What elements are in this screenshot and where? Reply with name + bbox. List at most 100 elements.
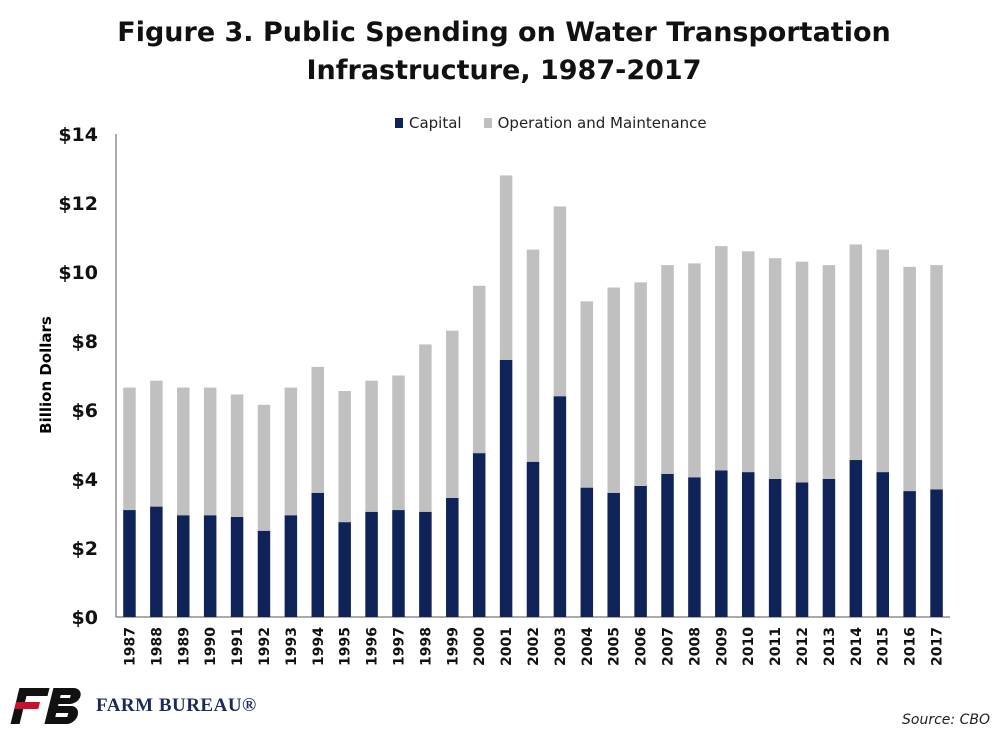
x-tick-label: 2002 [526, 627, 542, 666]
x-tick-label: 2014 [849, 627, 865, 666]
bar-operation-maintenance [849, 244, 863, 461]
x-tick-label: 1991 [230, 627, 246, 666]
bar-capital [499, 359, 513, 617]
bar-capital [553, 396, 567, 617]
bar-capital [849, 460, 863, 617]
bar-capital [688, 477, 701, 617]
bar-operation-maintenance [311, 366, 325, 493]
bar-capital [876, 472, 889, 617]
bar-operation-maintenance [230, 394, 244, 517]
bar-operation-maintenance [607, 287, 620, 493]
bar-operation-maintenance [580, 301, 594, 488]
chart-title-line-2: Infrastructure, 1987-2017 [306, 55, 702, 86]
bar-operation-maintenance [768, 258, 782, 479]
y-tick-label: $0 [72, 607, 98, 629]
bar-operation-maintenance [150, 380, 163, 507]
bar-capital [661, 473, 674, 617]
bar-capital [634, 485, 647, 617]
x-tick-label: 1996 [365, 627, 381, 666]
bar-capital [150, 506, 163, 617]
bar-operation-maintenance [257, 404, 271, 531]
bar-capital [472, 453, 486, 617]
x-tick-label: 2017 [930, 627, 946, 666]
y-tick-label: $2 [72, 538, 98, 560]
x-tick-label: 2013 [822, 627, 838, 666]
bar-capital [580, 487, 594, 617]
y-tick-label: $8 [72, 331, 98, 353]
bar-capital [795, 482, 809, 617]
x-tick-label: 2010 [741, 627, 757, 666]
x-tick-label: 1999 [445, 627, 461, 666]
bar-operation-maintenance [741, 251, 755, 473]
x-tick-label: 1998 [418, 627, 434, 666]
bar-capital [338, 522, 351, 617]
source-note: Source: CBO [902, 712, 990, 728]
y-tick-label: $4 [72, 469, 98, 491]
farm-bureau-logo: FARM BUREAU® [8, 686, 257, 726]
bar-capital [203, 515, 217, 617]
bar-capital [930, 489, 943, 617]
bar-capital [526, 461, 540, 617]
x-tick-label: 1990 [203, 627, 219, 666]
x-tick-label: 1995 [338, 627, 354, 666]
bar-operation-maintenance [526, 249, 540, 462]
bar-operation-maintenance [634, 282, 647, 486]
bar-operation-maintenance [661, 265, 674, 474]
bar-capital [446, 497, 459, 617]
x-tick-label: 1987 [122, 627, 138, 666]
bar-operation-maintenance [338, 391, 351, 523]
bar-operation-maintenance [177, 387, 190, 516]
bar-operation-maintenance [930, 265, 943, 490]
legend-label-capital: Capital [409, 114, 462, 132]
x-tick-label: 2008 [687, 627, 703, 666]
bar-capital [311, 492, 325, 617]
bar-operation-maintenance [876, 249, 889, 473]
x-tick-label: 1997 [391, 627, 407, 666]
legend-item-om: Operation and Maintenance [483, 114, 707, 132]
bar-capital [284, 515, 298, 617]
x-tick-label: 2007 [661, 627, 677, 666]
legend-swatch-capital [395, 118, 403, 128]
x-tick-label: 1994 [311, 627, 327, 666]
bar-capital [768, 479, 782, 617]
y-tick-label: $10 [58, 262, 98, 284]
farm-bureau-wordmark: FARM BUREAU® [96, 695, 257, 716]
legend-swatch-om [483, 118, 492, 128]
x-tick-label: 2016 [903, 627, 919, 666]
bar-operation-maintenance [392, 375, 405, 511]
bar-capital [903, 491, 916, 617]
x-tick-label: 2011 [768, 627, 784, 666]
x-tick-label: 1992 [257, 627, 273, 666]
legend-label-om: Operation and Maintenance [497, 114, 707, 132]
bar-operation-maintenance [203, 387, 217, 516]
bar-capital [123, 510, 136, 617]
bar-operation-maintenance [553, 206, 567, 397]
x-tick-label: 2001 [499, 627, 515, 666]
x-tick-label: 2009 [714, 627, 730, 666]
bar-operation-maintenance [688, 263, 701, 478]
x-tick-label: 2004 [580, 627, 596, 666]
bar-capital [230, 516, 244, 617]
x-tick-label: 2012 [795, 627, 811, 666]
chart-title: Figure 3. Public Spending on Water Trans… [0, 14, 1008, 90]
bar-capital [257, 530, 271, 617]
bar-operation-maintenance [419, 344, 432, 512]
bar-capital [715, 470, 728, 617]
bar-operation-maintenance [822, 265, 836, 479]
bar-operation-maintenance [499, 175, 513, 360]
bar-capital [392, 510, 405, 617]
bar-capital [177, 515, 190, 617]
bar-operation-maintenance [903, 266, 916, 492]
y-tick-label: $6 [72, 400, 98, 422]
bar-capital [419, 511, 432, 617]
bar-operation-maintenance [284, 387, 298, 516]
y-tick-label: $14 [58, 124, 98, 146]
y-tick-label: $12 [58, 193, 98, 215]
x-tick-label: 2005 [607, 627, 623, 666]
x-tick-label: 1989 [176, 627, 192, 666]
x-tick-label: 2006 [634, 627, 650, 666]
bar-operation-maintenance [365, 380, 378, 512]
x-tick-label: 1988 [149, 627, 165, 666]
bar-operation-maintenance [715, 246, 728, 471]
